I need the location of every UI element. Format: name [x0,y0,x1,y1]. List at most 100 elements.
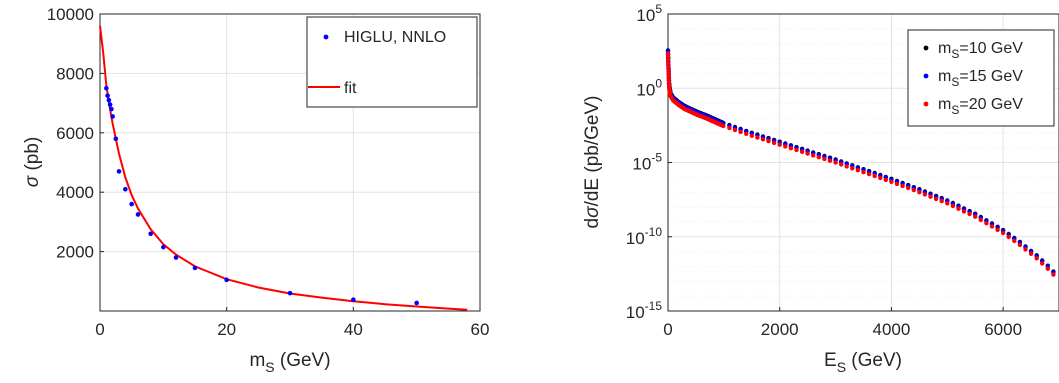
chart2-point [995,227,1000,232]
chart1-y-tick-label: 8000 [56,64,94,83]
chart2-point [984,221,989,226]
chart2-point [827,158,833,163]
chart2-point [666,58,671,63]
chart1-point [148,231,153,237]
chart2-point [794,147,799,153]
chart2-x-tick-label: 6000 [984,320,1022,339]
chart2-y-tick-label: 105 [636,2,662,25]
chart2-point [1023,247,1028,252]
chart2-point [961,209,967,214]
chart2-point [922,192,928,197]
chart1-point [224,277,229,283]
chart2-point [1000,230,1006,236]
chart2-point [777,142,782,147]
chart1-point [192,265,198,271]
chart2-point [666,61,671,67]
chart2-y-tick-labels: 10-15 10-10 10-5 100 105 [626,2,663,322]
chart1-point [104,85,109,91]
chart1-point [109,106,114,112]
chart2-legend-marker-ms20 [923,101,929,107]
chart1-point [135,212,141,217]
chart2-point [1006,234,1011,240]
chart2-point [665,54,671,60]
chart2-point [760,137,766,142]
chart1-y-tick-label: 2000 [56,243,94,262]
chart2-point [1028,251,1034,256]
chart2-point [866,171,872,177]
chart2-y-axis-label: dσ/dE (pb/GeV) [582,96,603,229]
chart2-point [666,65,671,70]
chart1-point [106,97,112,103]
chart2-point [732,127,738,133]
chart1-axes-box [99,13,481,312]
chart2-x-tick-label: 2000 [761,320,799,339]
chart1-y-tick-label: 4000 [56,183,94,202]
chart2-point [844,164,849,169]
chart1-point [123,186,128,192]
chart2-y-tick-label: 10-15 [626,299,663,322]
chart1-legend: HIGLU, NNLO fit [306,16,478,108]
chart2-point [744,131,749,136]
chart2-x-axis-label: ES (GeV) [824,350,902,375]
chart2-point [967,211,972,217]
chart2-y-tick-label: 10-5 [632,151,662,174]
chart2-point [816,155,821,160]
chart2-point [771,140,777,146]
chart-differential-cross-section: 0 2000 4000 6000 10-15 10-10 10-5 100 105 ES (G… [582,2,1059,375]
chart1-x-tick-label: 60 [471,320,490,339]
chart2-point [894,181,900,187]
chart2-point [939,198,944,204]
chart2-legend-label-ms15: mS=15 GeV [938,68,1023,89]
chart2-point [727,125,732,131]
chart2-x-tick-label: 0 [663,320,672,339]
chart1-y-tick-label: 6000 [56,124,94,143]
chart2-point [878,175,883,181]
chart2-point [906,185,911,191]
chart1-legend-box [306,16,478,108]
chart1-y-axis-label: σ (pb) [22,137,43,188]
chart2-point [850,166,855,171]
chart1-x-tick-label: 0 [95,320,104,339]
chart2-x-tick-labels: 0 2000 4000 6000 [663,320,1022,339]
chart2-point [950,203,956,209]
chart1-x-axis-label: mS (GeV) [249,350,330,375]
chart2-point [833,160,838,165]
chart1-legend-label-fit: fit [344,80,357,97]
chart2-point [883,177,888,183]
chart2-point [917,190,922,195]
chart2-point [839,162,844,167]
chart2-point [721,123,726,129]
chart2-point [900,183,905,189]
chart2-point [811,153,816,158]
chart2-point [956,206,961,211]
chart2-y-tick-label: 100 [636,76,662,99]
chart2-point [805,151,810,156]
chart2-point [973,214,978,219]
chart2-point [861,170,866,175]
chart2-ticks [667,13,1004,312]
chart1-data-points [104,85,419,306]
chart2-point [766,138,771,144]
chart1-point [105,93,110,98]
chart2-point [1034,256,1039,261]
chart2-point [738,129,743,135]
chart2-legend-box [907,29,1055,127]
chart2-point [945,201,950,206]
chart1-point [287,290,293,296]
chart2-point [1012,238,1017,244]
chart2-point [978,217,983,223]
chart2-legend-marker-ms15 [923,73,929,79]
chart1-x-tick-label: 40 [344,320,363,339]
chart1-point [116,169,122,174]
chart2-point [855,168,861,173]
chart2-point [889,179,894,184]
chart2-point [1051,272,1056,277]
chart1-x-tick-labels: 0 20 40 60 [95,320,489,339]
chart2-legend-label-ms20: mS=20 GeV [938,96,1023,117]
chart2-point [822,156,827,162]
chart2-point [1040,261,1045,266]
chart2-legend-label-ms10: mS=10 GeV [938,40,1023,61]
chart2-point [665,51,671,56]
chart1-y-tick-labels: 2000 4000 6000 8000 10000 [47,5,94,262]
